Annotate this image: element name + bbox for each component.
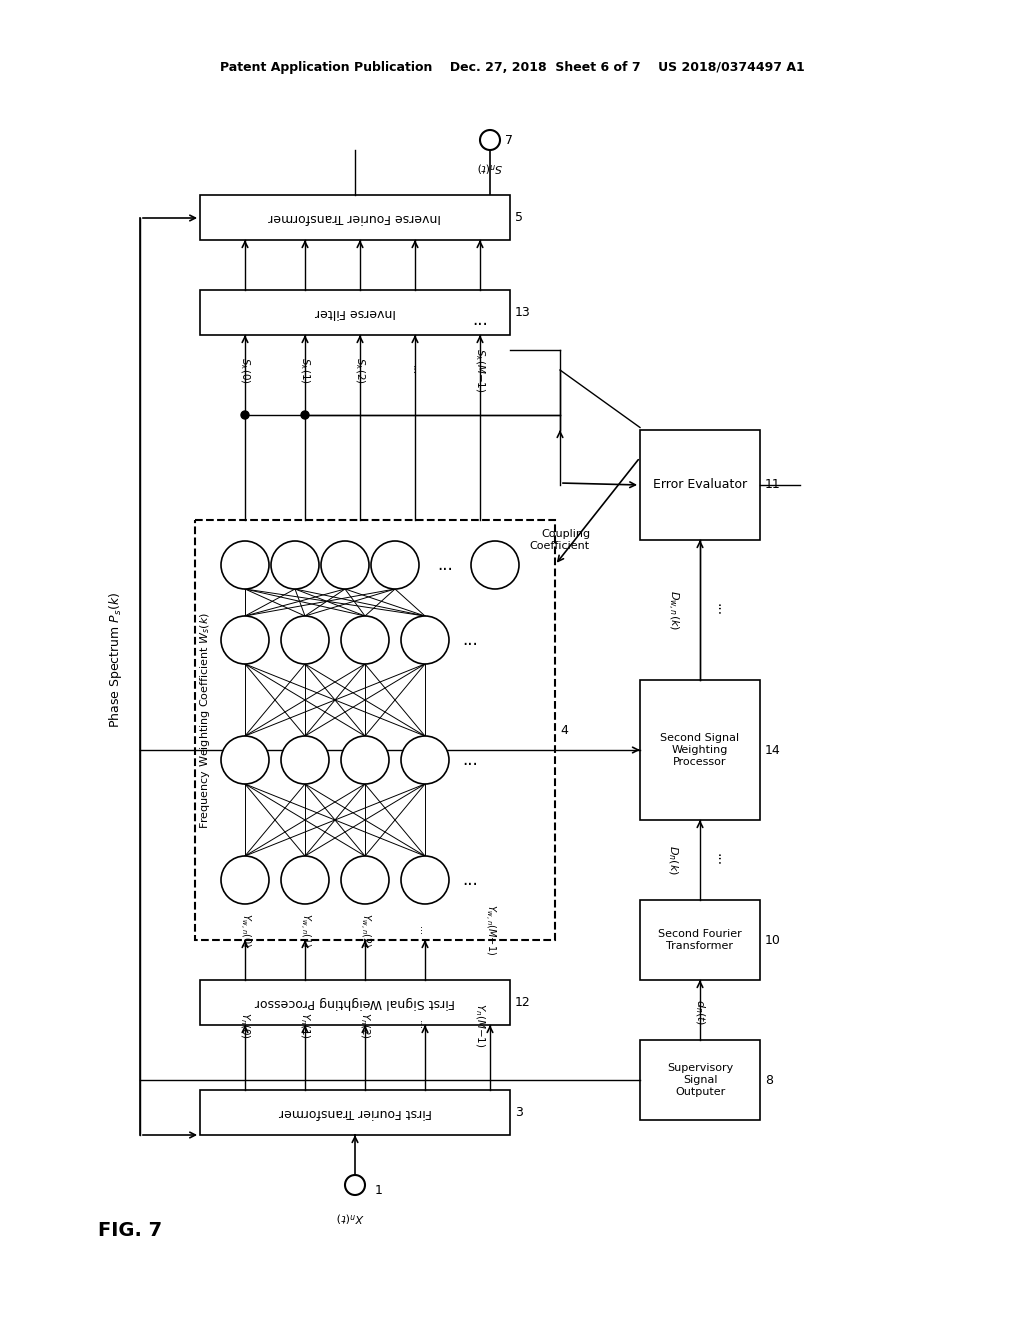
Circle shape bbox=[221, 737, 269, 784]
FancyBboxPatch shape bbox=[640, 430, 760, 540]
Text: ...: ... bbox=[462, 871, 478, 888]
FancyBboxPatch shape bbox=[640, 680, 760, 820]
Text: $S_k(0)$: $S_k(0)$ bbox=[239, 356, 252, 383]
Text: 1: 1 bbox=[375, 1184, 383, 1196]
Circle shape bbox=[341, 737, 389, 784]
FancyBboxPatch shape bbox=[200, 290, 510, 335]
Text: $Y_n(2)$: $Y_n(2)$ bbox=[358, 1011, 372, 1039]
Circle shape bbox=[271, 541, 319, 589]
Circle shape bbox=[341, 616, 389, 664]
Text: ...: ... bbox=[462, 751, 478, 770]
Text: First Fourier Transformer: First Fourier Transformer bbox=[279, 1106, 431, 1119]
Text: First Signal Weighting Processor: First Signal Weighting Processor bbox=[255, 997, 455, 1008]
Text: ...: ... bbox=[713, 603, 727, 616]
Text: Patent Application Publication    Dec. 27, 2018  Sheet 6 of 7    US 2018/0374497: Patent Application Publication Dec. 27, … bbox=[219, 62, 805, 74]
Text: 7: 7 bbox=[505, 133, 513, 147]
Circle shape bbox=[221, 616, 269, 664]
Circle shape bbox=[401, 855, 449, 904]
Circle shape bbox=[241, 411, 249, 418]
Text: 13: 13 bbox=[515, 306, 530, 319]
Text: $S_k(2)$: $S_k(2)$ bbox=[353, 356, 367, 383]
Text: ...: ... bbox=[417, 925, 427, 935]
Text: $Y_{w,n}(M{-}1)$: $Y_{w,n}(M{-}1)$ bbox=[482, 904, 498, 956]
Text: $S_k(M{-}1)$: $S_k(M{-}1)$ bbox=[473, 347, 486, 392]
Circle shape bbox=[281, 737, 329, 784]
Text: 5: 5 bbox=[515, 211, 523, 224]
Text: 10: 10 bbox=[765, 933, 781, 946]
Text: Coupling
Coefficient: Coupling Coefficient bbox=[529, 529, 590, 550]
Text: 11: 11 bbox=[765, 479, 780, 491]
FancyBboxPatch shape bbox=[640, 900, 760, 979]
Circle shape bbox=[301, 411, 309, 418]
FancyBboxPatch shape bbox=[640, 1040, 760, 1119]
Text: Frequency Weighting Coefficient $W_s(k)$: Frequency Weighting Coefficient $W_s(k)$ bbox=[198, 611, 212, 829]
Text: $Y_n(0)$: $Y_n(0)$ bbox=[239, 1011, 252, 1039]
Text: $X_n(t)$: $X_n(t)$ bbox=[336, 1210, 364, 1224]
Text: 14: 14 bbox=[765, 743, 780, 756]
Text: Inverse Filter: Inverse Filter bbox=[314, 306, 395, 319]
FancyBboxPatch shape bbox=[200, 979, 510, 1026]
Text: Second Fourier
Transformer: Second Fourier Transformer bbox=[658, 929, 741, 950]
Circle shape bbox=[345, 1175, 365, 1195]
Circle shape bbox=[221, 541, 269, 589]
Text: 12: 12 bbox=[515, 997, 530, 1008]
Text: $Y_{w,n}(0)$: $Y_{w,n}(0)$ bbox=[238, 912, 253, 948]
Text: $D_n(k)$: $D_n(k)$ bbox=[667, 845, 680, 875]
Text: 4: 4 bbox=[560, 723, 568, 737]
FancyBboxPatch shape bbox=[200, 1090, 510, 1135]
Text: $Y_{w,n}(1)$: $Y_{w,n}(1)$ bbox=[297, 912, 312, 948]
Text: ...: ... bbox=[713, 854, 727, 866]
Circle shape bbox=[281, 855, 329, 904]
Circle shape bbox=[321, 541, 369, 589]
FancyBboxPatch shape bbox=[200, 195, 510, 240]
Text: Second Signal
Weighting
Processor: Second Signal Weighting Processor bbox=[660, 734, 739, 767]
Text: ...: ... bbox=[410, 364, 420, 375]
Circle shape bbox=[281, 616, 329, 664]
Text: FIG. 7: FIG. 7 bbox=[98, 1221, 162, 1239]
FancyBboxPatch shape bbox=[195, 520, 555, 940]
Text: Error Evaluator: Error Evaluator bbox=[653, 479, 748, 491]
Circle shape bbox=[480, 129, 500, 150]
Text: $D_{w,n}(k)$: $D_{w,n}(k)$ bbox=[665, 590, 680, 630]
Circle shape bbox=[401, 616, 449, 664]
Circle shape bbox=[221, 855, 269, 904]
Text: Inverse Fourier Transformer: Inverse Fourier Transformer bbox=[268, 211, 441, 224]
Text: $S_n(t)$: $S_n(t)$ bbox=[477, 160, 503, 174]
Text: Phase Spectrum $P_s(k)$: Phase Spectrum $P_s(k)$ bbox=[106, 591, 124, 729]
Circle shape bbox=[401, 737, 449, 784]
Text: ...: ... bbox=[472, 312, 487, 329]
Circle shape bbox=[471, 541, 519, 589]
Circle shape bbox=[371, 541, 419, 589]
Text: ...: ... bbox=[462, 631, 478, 649]
Text: $Y_{w,n}(2)$: $Y_{w,n}(2)$ bbox=[357, 912, 373, 948]
Text: 8: 8 bbox=[765, 1073, 773, 1086]
Text: $Y_n(1)$: $Y_n(1)$ bbox=[298, 1011, 311, 1039]
Text: ...: ... bbox=[417, 1020, 427, 1030]
Text: $S_k(1)$: $S_k(1)$ bbox=[298, 356, 311, 383]
Text: ...: ... bbox=[437, 556, 453, 574]
Text: 3: 3 bbox=[515, 1106, 523, 1119]
Text: $d_n(t)$: $d_n(t)$ bbox=[693, 998, 707, 1026]
Text: $Y_n(M{-}1)$: $Y_n(M{-}1)$ bbox=[473, 1003, 486, 1047]
Circle shape bbox=[341, 855, 389, 904]
Text: Supervisory
Signal
Outputer: Supervisory Signal Outputer bbox=[667, 1064, 733, 1097]
